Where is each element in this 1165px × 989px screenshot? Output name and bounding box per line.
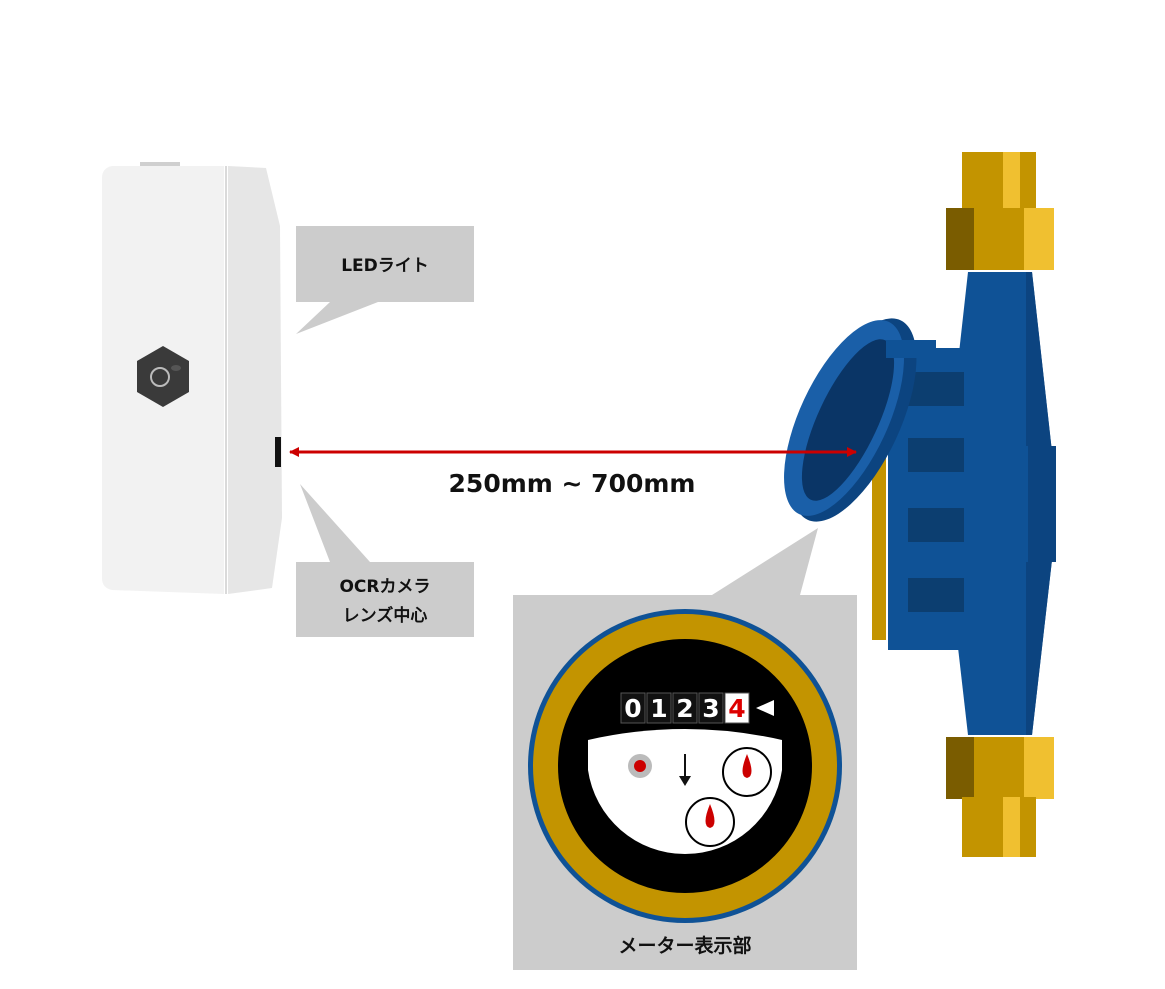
distance-indicator: 250mm ~ 700mm <box>289 447 857 498</box>
triangle-pointer-icon <box>756 700 774 716</box>
distance-label: 250mm ~ 700mm <box>449 469 696 498</box>
counter-digit-cell <box>724 692 750 724</box>
counter-digit-cell <box>646 692 672 724</box>
counter-digit: 4 <box>728 694 745 723</box>
counter-digit-cell <box>698 692 724 724</box>
meter-display-label: メーター表示部 <box>618 934 751 957</box>
led-light-callout: LEDライト <box>296 226 474 334</box>
camera-lens-mark <box>275 437 281 467</box>
sub-dial-right <box>722 747 772 797</box>
camera-label-line2: レンズ中心 <box>343 605 428 626</box>
counter-digit-cell <box>672 692 698 724</box>
counter-digit: 3 <box>702 694 719 723</box>
water-meter <box>784 152 1056 857</box>
led-light-label: LEDライト <box>341 256 429 276</box>
sub-dial-bottom <box>685 797 735 847</box>
ocr-camera-device <box>102 162 282 594</box>
counter-digit: 1 <box>650 694 667 723</box>
counter-digit: 2 <box>676 694 693 723</box>
meter-register-dome <box>784 318 936 522</box>
counter-digit-cell <box>620 692 646 724</box>
down-arrow-icon <box>679 754 691 786</box>
camera-label-line1: OCRカメラ <box>339 577 430 597</box>
hex-lens-icon <box>137 346 189 407</box>
counter-digit: 0 <box>624 694 641 723</box>
camera-lens-callout: OCRカメラ レンズ中心 <box>296 484 474 637</box>
